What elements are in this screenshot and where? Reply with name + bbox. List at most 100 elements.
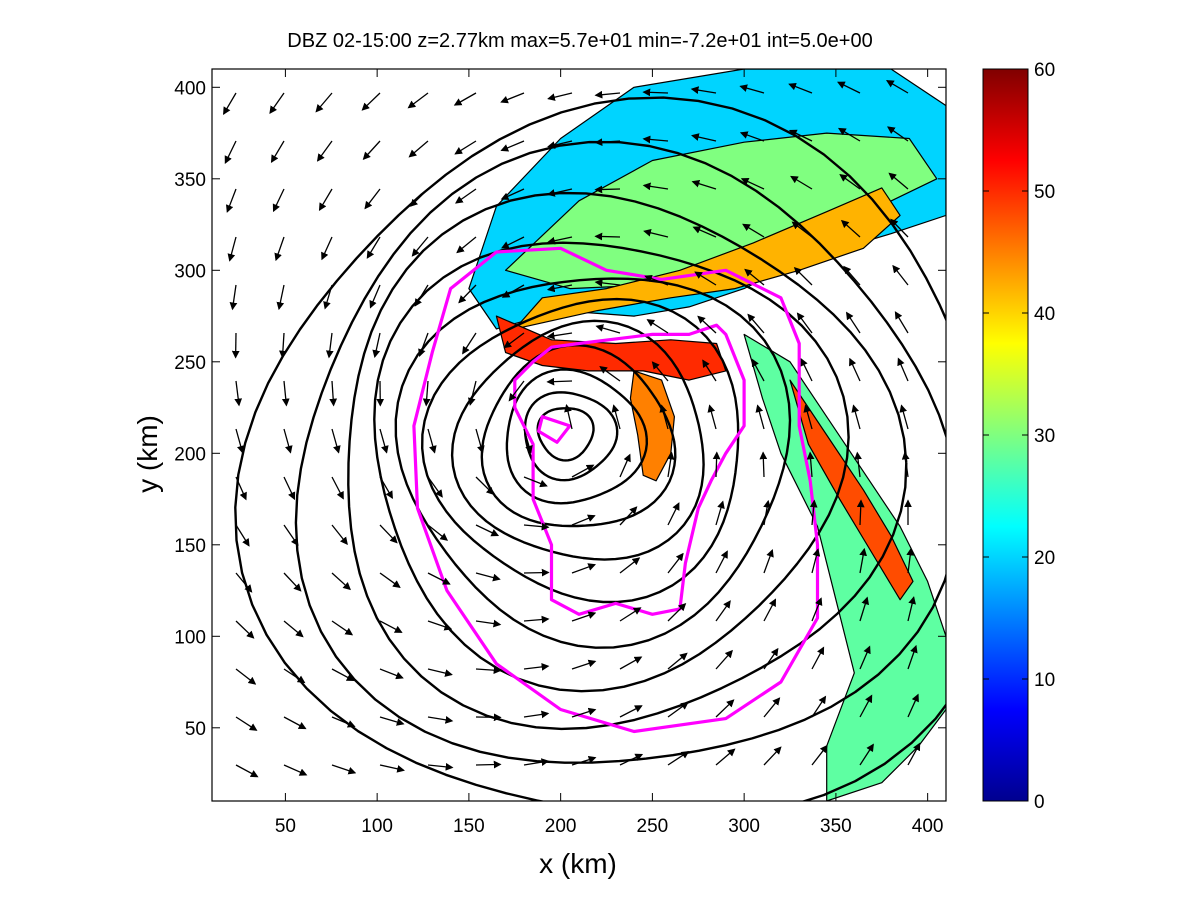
wind-vector bbox=[892, 264, 909, 286]
pressure-contour bbox=[294, 140, 946, 764]
wind-vector bbox=[791, 221, 813, 238]
wind-vector bbox=[379, 764, 405, 773]
y-tick-label: 150 bbox=[174, 536, 206, 557]
wind-vector bbox=[475, 760, 502, 769]
wind-vector bbox=[379, 668, 404, 680]
wind-vector bbox=[691, 179, 717, 190]
wind-vector bbox=[667, 652, 688, 670]
wind-vector bbox=[594, 232, 621, 241]
wind-vector bbox=[715, 649, 733, 670]
wind-vector bbox=[427, 476, 443, 498]
wind-vector bbox=[642, 182, 669, 191]
wind-vector bbox=[427, 716, 454, 724]
wind-vector bbox=[697, 315, 717, 334]
wind-vector bbox=[907, 596, 916, 622]
wind-vector bbox=[276, 284, 285, 311]
wind-vector bbox=[619, 753, 644, 766]
wind-vector bbox=[667, 750, 690, 766]
wind-vector bbox=[644, 274, 669, 286]
wind-vector bbox=[747, 313, 765, 334]
y-tick-label: 200 bbox=[174, 444, 206, 465]
wind-vector bbox=[763, 598, 777, 622]
wind-vector bbox=[453, 92, 477, 106]
wind-vector bbox=[811, 597, 823, 622]
wind-vector bbox=[427, 762, 454, 771]
pressure-contour bbox=[234, 96, 946, 801]
wind-vector bbox=[270, 140, 285, 164]
wind-vector bbox=[806, 451, 815, 478]
wind-vector bbox=[235, 668, 257, 685]
pressure-contour bbox=[450, 319, 705, 561]
wind-vector bbox=[739, 84, 765, 94]
pressure-contour bbox=[505, 368, 648, 505]
wind-vector bbox=[475, 476, 495, 496]
wind-vector bbox=[546, 284, 573, 293]
wind-vector bbox=[571, 611, 597, 622]
plot-area bbox=[211, 68, 947, 802]
wind-vector bbox=[454, 140, 477, 155]
wind-vector bbox=[890, 218, 909, 238]
wind-vector bbox=[235, 524, 250, 547]
wind-vector bbox=[223, 92, 237, 116]
reflectivity-band bbox=[743, 333, 946, 801]
wind-vector bbox=[790, 175, 813, 190]
wind-vector bbox=[283, 764, 308, 776]
plot-frame bbox=[211, 68, 947, 802]
wind-vector bbox=[409, 188, 429, 207]
wind-vector bbox=[475, 619, 502, 628]
wind-vector bbox=[318, 188, 333, 212]
wind-vector bbox=[796, 312, 813, 334]
wind-vector bbox=[331, 524, 348, 546]
colorbar-tick-label: 30 bbox=[1034, 426, 1055, 447]
wind-vector bbox=[523, 758, 550, 766]
wind-vector bbox=[899, 404, 909, 430]
wind-vector bbox=[329, 380, 338, 407]
pressure-contour bbox=[394, 277, 792, 649]
wind-vector bbox=[283, 524, 299, 547]
wind-vector bbox=[619, 453, 631, 478]
wind-vector bbox=[740, 177, 765, 190]
wind-vector bbox=[694, 271, 717, 286]
colorbar-gradient bbox=[982, 68, 1029, 802]
wind-vector bbox=[283, 716, 307, 730]
wind-vector bbox=[475, 666, 502, 675]
wind-vector bbox=[379, 428, 389, 454]
wind-vector bbox=[331, 764, 357, 775]
wind-vector bbox=[229, 284, 238, 311]
x-tick-label: 150 bbox=[453, 816, 485, 837]
wind-vector bbox=[715, 748, 736, 766]
x-tick-label: 300 bbox=[728, 816, 760, 837]
wind-vector bbox=[225, 188, 237, 213]
colorbar-tick-label: 50 bbox=[1034, 182, 1055, 203]
wind-vector bbox=[595, 324, 621, 334]
wind-vector bbox=[523, 568, 550, 577]
wind-vector bbox=[571, 563, 597, 574]
wind-vector bbox=[691, 133, 717, 142]
wind-vector bbox=[811, 744, 828, 766]
colorbar-tick-label: 40 bbox=[1034, 304, 1055, 325]
wind-vector bbox=[594, 279, 621, 287]
wind-vector bbox=[235, 620, 255, 639]
wind-vector bbox=[379, 716, 405, 726]
reflectivity-band bbox=[629, 370, 676, 482]
wind-vector bbox=[859, 596, 869, 622]
wind-vector bbox=[547, 188, 573, 197]
wind-vector bbox=[475, 428, 485, 454]
wind-vector bbox=[619, 506, 638, 526]
wind-vector bbox=[667, 701, 689, 718]
wind-vector bbox=[659, 404, 669, 430]
wind-vector bbox=[321, 236, 333, 261]
wind-vector bbox=[315, 92, 333, 113]
wind-vector bbox=[571, 707, 597, 718]
wind-vector bbox=[227, 236, 237, 262]
wind-vector bbox=[837, 127, 861, 142]
wind-vector bbox=[501, 236, 525, 249]
wind-vector bbox=[458, 284, 477, 304]
wind-vector bbox=[859, 743, 874, 766]
wind-vector bbox=[840, 219, 861, 238]
x-axis-label: x (km) bbox=[539, 848, 617, 879]
wind-vector bbox=[856, 499, 865, 526]
reflectivity-band bbox=[495, 315, 727, 381]
wind-vector bbox=[523, 615, 550, 624]
wind-vector bbox=[715, 500, 725, 526]
